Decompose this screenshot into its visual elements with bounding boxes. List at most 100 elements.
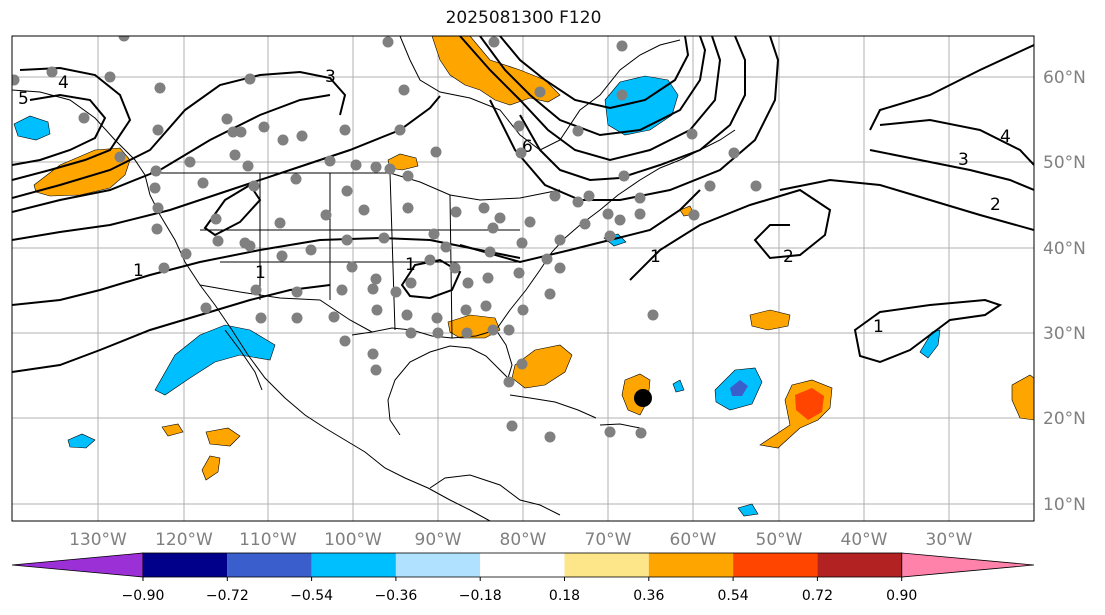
station-dot: [197, 177, 209, 189]
station-dot: [579, 218, 591, 230]
station-dot: [258, 121, 270, 133]
station-dot: [431, 312, 443, 324]
baja-coastline: [224, 329, 263, 391]
longitude-label: 50°W: [756, 530, 803, 550]
station-dot: [506, 420, 518, 432]
longitude-labels: 130°W 120°W 110°W 100°W 90°W 80°W 70°W 60°W 50°W…: [69, 530, 973, 550]
station-dot: [242, 160, 254, 172]
negative-anomaly: [154, 324, 276, 396]
negative-anomaly: [737, 503, 759, 517]
positive-anomaly: [161, 423, 184, 437]
positive-anomaly: [795, 388, 824, 420]
station-dot: [221, 113, 233, 125]
station-dot: [339, 124, 351, 136]
station-dot: [517, 304, 529, 316]
station-dot: [515, 147, 527, 159]
station-dot: [494, 212, 506, 224]
colorbar-segment: [817, 553, 902, 577]
colorbar-segment: [564, 553, 649, 577]
colorbar-tick-label: 0.72: [802, 588, 833, 604]
station-dot: [480, 300, 492, 312]
station-dot: [602, 208, 614, 220]
positive-anomaly: [1011, 374, 1034, 421]
station-markers: [12, 36, 762, 443]
colorbar-tick-label: −0.54: [290, 588, 333, 604]
station-dot: [618, 170, 630, 182]
station-dot: [384, 163, 396, 175]
contour-line: [400, 258, 462, 300]
station-dot: [370, 364, 382, 376]
contour-line: [12, 94, 331, 213]
station-dot: [686, 128, 698, 140]
station-dot: [12, 74, 20, 86]
station-dot: [114, 151, 126, 163]
station-dot: [250, 284, 262, 296]
station-dot: [544, 288, 556, 300]
station-dot: [402, 202, 414, 214]
negative-anomaly: [13, 115, 51, 141]
contour-labels: 1 1 1 1 1 2 2 3 3 4 4 5 6: [18, 67, 1011, 337]
station-dot: [244, 240, 256, 252]
station-dot: [402, 170, 414, 182]
station-dot: [378, 232, 390, 244]
positive-anomaly: [749, 309, 791, 331]
positive-anomaly: [201, 455, 221, 481]
station-dot: [180, 248, 192, 260]
station-dot: [524, 216, 536, 228]
station-dot: [440, 241, 452, 253]
station-dot: [382, 36, 394, 48]
station-dot: [290, 173, 302, 185]
station-dot: [328, 311, 340, 323]
station-dot: [104, 71, 116, 83]
colorbar-tick-labels: −0.90 −0.72 −0.54 −0.36 −0.18 0.18 0.36 0.54 0.7…: [122, 577, 917, 604]
contour-lines: [12, 36, 1034, 373]
longitude-label: 110°W: [239, 530, 297, 550]
latitude-label: 60°N: [1043, 68, 1086, 88]
contour-line: [629, 188, 832, 281]
colorbar-segment: [227, 553, 312, 577]
station-dot: [367, 348, 379, 360]
station-dot: [541, 253, 553, 265]
negative-anomaly: [672, 379, 685, 393]
station-dot: [460, 304, 472, 316]
station-dot: [572, 196, 584, 208]
map-title: 2025081300 F120: [445, 8, 602, 28]
positive-anomaly: [511, 344, 573, 389]
contour-label: 1: [873, 317, 884, 337]
station-dot: [405, 327, 417, 339]
contour-line: [879, 118, 1034, 166]
north-america-coastline: [12, 89, 491, 521]
station-dot: [296, 130, 308, 142]
station-dot: [154, 82, 166, 94]
longitude-label: 90°W: [415, 530, 462, 550]
station-dot: [401, 309, 413, 321]
colorbar-tick-label: −0.36: [374, 588, 417, 604]
station-dot: [449, 262, 461, 274]
station-dot: [152, 124, 164, 136]
colorbar-tick-label: 0.54: [718, 588, 749, 604]
station-dot: [405, 277, 417, 289]
station-dot: [450, 206, 462, 218]
station-dot: [291, 286, 303, 298]
station-dot: [554, 262, 566, 274]
contour-label: 1: [650, 247, 661, 267]
station-dot: [616, 40, 628, 52]
station-dot: [367, 283, 379, 295]
station-dot: [358, 204, 370, 216]
positive-anomaly: [33, 147, 131, 197]
contour-label: 3: [958, 150, 969, 170]
contour-line: [203, 183, 262, 237]
colorbar-segment: [733, 553, 818, 577]
station-dot: [212, 235, 224, 247]
latitude-label: 40°N: [1043, 239, 1086, 259]
negative-anomaly: [67, 433, 96, 449]
station-dot: [248, 180, 260, 192]
station-dot: [634, 192, 646, 204]
station-dot: [482, 272, 494, 284]
station-dot: [341, 234, 353, 246]
colorbar-tick-label: 0.90: [886, 588, 917, 604]
station-dot: [324, 155, 336, 167]
station-dot: [487, 324, 499, 336]
station-dot: [513, 120, 525, 132]
